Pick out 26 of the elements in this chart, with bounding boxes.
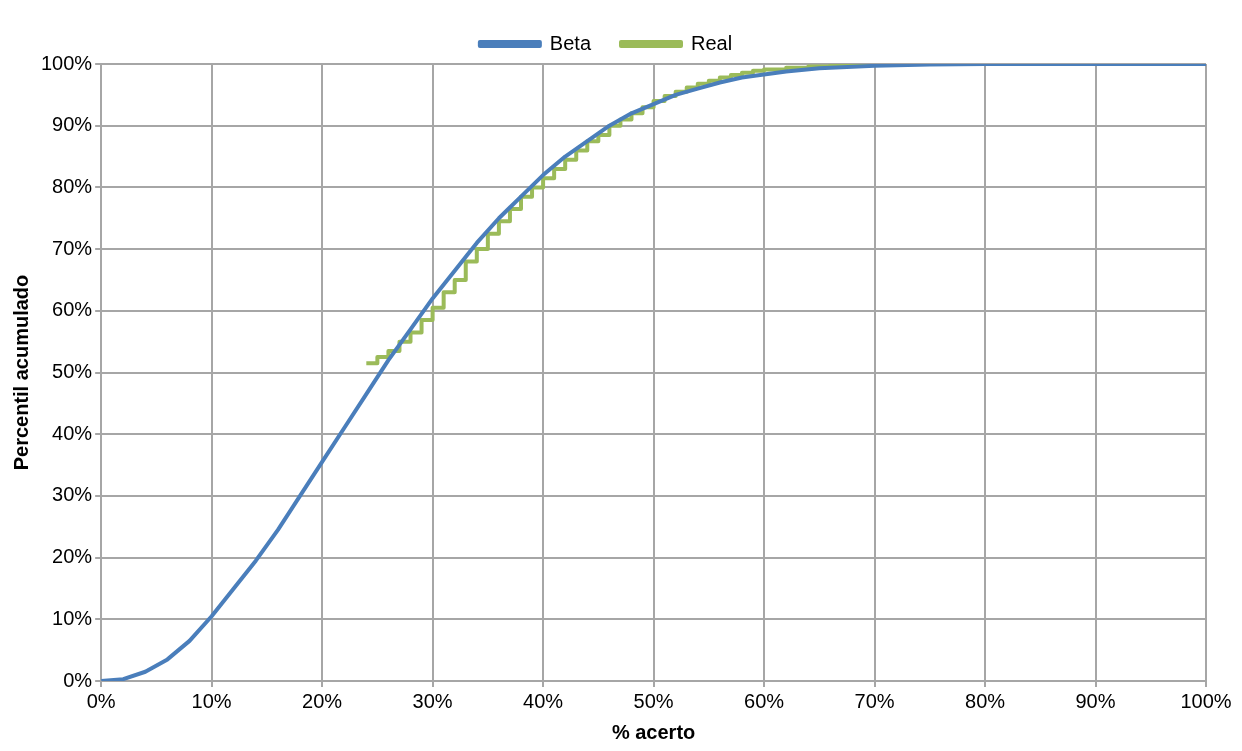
x-tick-label: 50% [633,689,674,712]
legend-label: Real [691,31,733,54]
y-tick-label: 10% [52,606,93,629]
y-axis-title: Percentil acumulado [9,274,32,471]
x-tick-label: 10% [191,689,232,712]
y-tick-label: 50% [52,360,93,383]
x-tick-label: 100% [1180,689,1232,712]
x-tick-label: 80% [965,689,1006,712]
y-tick-label: 90% [52,113,93,136]
x-tick-label: 60% [744,689,785,712]
x-tick-label: 0% [86,689,116,712]
y-tick-label: 0% [63,668,93,691]
y-tick-label: 60% [52,298,93,321]
x-tick-label: 20% [302,689,343,712]
y-tick-label: 40% [52,421,93,444]
x-axis-title: % acerto [611,720,696,743]
legend-label: Beta [549,31,592,54]
x-tick-label: 40% [523,689,564,712]
y-tick-label: 20% [52,545,93,568]
x-tick-label: 30% [412,689,453,712]
y-tick-label: 100% [41,51,93,74]
x-tick-label: 70% [854,689,895,712]
y-tick-label: 30% [52,483,93,506]
y-tick-label: 80% [52,174,93,197]
x-tick-label: 90% [1075,689,1116,712]
y-tick-label: 70% [52,236,93,259]
